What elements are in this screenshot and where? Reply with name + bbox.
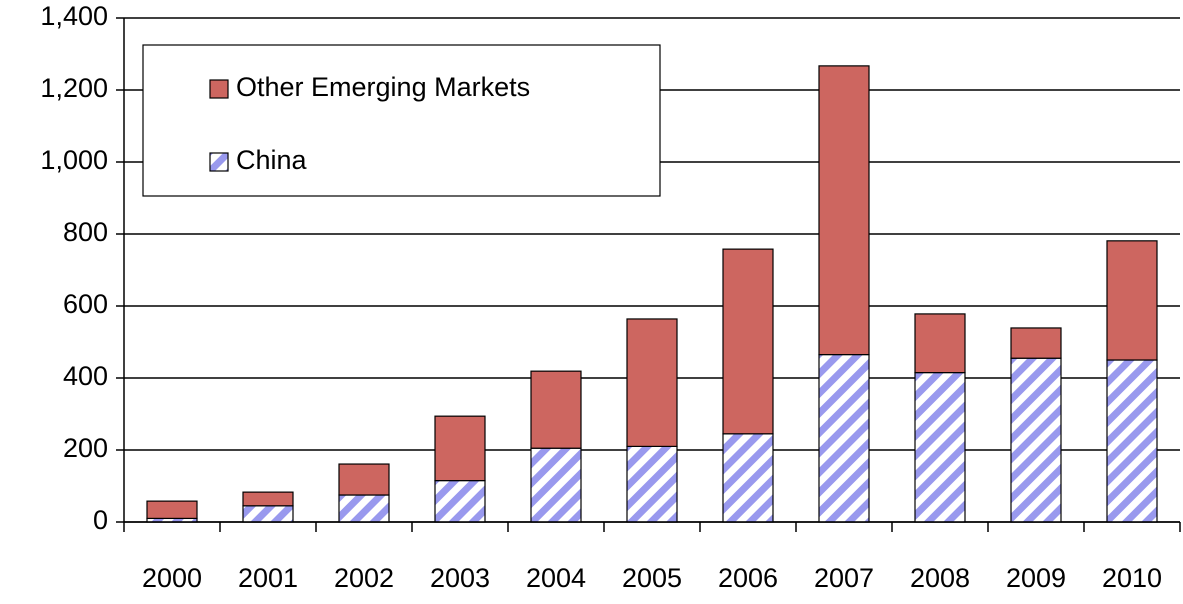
legend-swatch: [209, 79, 229, 99]
x-tick-label: 2006: [718, 563, 778, 593]
x-tick-label: 2007: [814, 563, 874, 593]
bar-segment: [818, 65, 870, 356]
legend-swatch: [209, 152, 229, 172]
y-tick-label: 600: [63, 289, 108, 319]
bar-segment: [914, 313, 966, 374]
bar-segment: [626, 318, 678, 447]
bar-segment: [722, 248, 774, 435]
bar-segment: [818, 354, 870, 523]
bar-segment: [1106, 359, 1158, 523]
bar-segment: [146, 500, 198, 519]
bar-segment: [242, 491, 294, 507]
legend-box: [142, 44, 661, 197]
bar-segment: [1010, 327, 1062, 359]
bar-segment: [338, 463, 390, 496]
bar-segment: [1106, 240, 1158, 361]
x-tick-label: 2009: [1006, 563, 1066, 593]
bar-segment: [434, 480, 486, 523]
x-tick-label: 2002: [334, 563, 394, 593]
y-tick-label: 1,400: [40, 1, 108, 31]
x-tick-label: 2003: [430, 563, 490, 593]
bar-segment: [722, 433, 774, 523]
y-tick-label: 200: [63, 433, 108, 463]
x-tick-label: 2008: [910, 563, 970, 593]
bar-segment: [530, 447, 582, 523]
x-tick-label: 2010: [1102, 563, 1162, 593]
bar-segment: [242, 505, 294, 523]
y-tick-label: 1,200: [40, 73, 108, 103]
x-tick-label: 2000: [142, 563, 202, 593]
bar-segment: [434, 415, 486, 482]
bar-segment: [1010, 357, 1062, 523]
bar-segment: [338, 494, 390, 523]
bar-segment: [530, 370, 582, 449]
y-tick-label: 0: [93, 505, 108, 535]
x-tick-label: 2004: [526, 563, 586, 593]
bar-segment: [626, 445, 678, 523]
legend-label: China: [236, 145, 308, 175]
y-tick-label: 1,000: [40, 145, 108, 175]
bar-segment: [914, 372, 966, 523]
legend-label: Other Emerging Markets: [236, 72, 530, 102]
y-tick-label: 800: [63, 217, 108, 247]
x-tick-label: 2005: [622, 563, 682, 593]
y-tick-label: 400: [63, 361, 108, 391]
x-tick-label: 2001: [238, 563, 298, 593]
